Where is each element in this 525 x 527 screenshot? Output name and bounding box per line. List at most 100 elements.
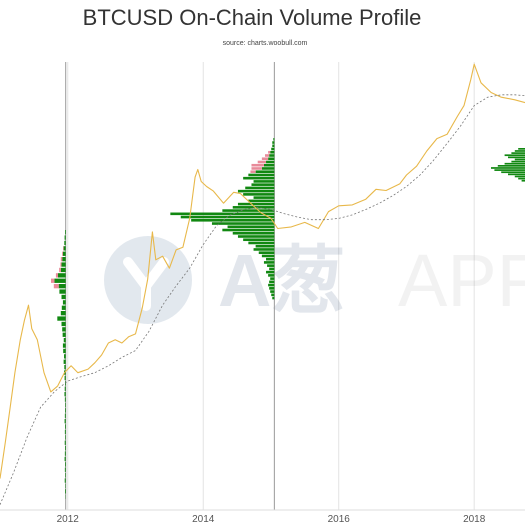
volume-bar: [269, 287, 275, 290]
volume-bar-high: [55, 273, 59, 278]
volume-bar: [64, 440, 66, 445]
volume-bar: [253, 180, 275, 183]
volume-bar: [62, 332, 66, 337]
volume-bar: [65, 462, 66, 467]
volume-bar: [65, 435, 66, 440]
volume-bar: [54, 278, 66, 283]
volume-bar: [63, 338, 66, 343]
volume-bar: [251, 183, 275, 186]
volume-bar: [504, 154, 525, 157]
chart-title: BTCUSD On-Chain Volume Profile: [83, 5, 422, 30]
volume-bar: [237, 202, 275, 206]
volume-bar: [255, 244, 275, 248]
volume-bar: [64, 386, 66, 391]
volume-bar: [65, 424, 66, 429]
volume-bar: [61, 321, 66, 327]
price-line: [0, 63, 525, 479]
volume-bar-high: [268, 150, 271, 154]
volume-bar: [64, 235, 66, 240]
volume-bar: [65, 408, 66, 413]
volume-bar-high: [62, 251, 63, 256]
volume-bar: [272, 144, 275, 148]
volume-bar: [60, 311, 66, 316]
volume-bar: [268, 283, 275, 287]
price-series: [0, 63, 525, 505]
volume-bar: [272, 296, 275, 300]
volume-bar: [273, 138, 275, 141]
volume-bar: [62, 343, 66, 348]
volume-bar: [65, 473, 66, 478]
volume-bar: [508, 156, 525, 159]
volume-bar: [232, 231, 275, 235]
volume-bar: [269, 280, 275, 284]
volume-bar: [261, 254, 275, 258]
volume-bar: [243, 193, 275, 196]
volume-bar: [64, 240, 66, 246]
volume-bar: [61, 305, 66, 310]
x-tick-label: 2018: [463, 514, 486, 525]
volume-bar-high: [250, 170, 256, 173]
volume-bar: [255, 170, 275, 173]
volume-bar: [64, 392, 66, 397]
volume-bar: [65, 489, 66, 494]
volume-bar: [497, 165, 525, 167]
volume-bar-high: [251, 163, 264, 167]
volume-bar: [266, 160, 275, 164]
volume-bar-high: [51, 278, 55, 283]
volume-bar: [521, 179, 525, 182]
watermark: A葱 APP: [104, 236, 525, 324]
volume-bar: [271, 293, 275, 297]
volume-bar: [60, 267, 66, 273]
volume-bar: [61, 294, 66, 300]
watermark-text-en: APP: [398, 239, 525, 322]
volume-bar-high: [264, 154, 270, 157]
volume-bar: [222, 209, 275, 212]
volume-bar: [243, 176, 275, 180]
volume-bar: [263, 163, 275, 167]
volume-bar: [268, 157, 275, 161]
x-tick-label: 2012: [57, 514, 80, 525]
volume-bar: [243, 238, 275, 242]
volume-bar: [64, 419, 66, 424]
volume-bar: [211, 222, 275, 225]
volume-bar: [63, 246, 66, 251]
volume-bar: [261, 167, 275, 170]
volume-bar: [64, 365, 66, 370]
volume-bar: [270, 277, 275, 280]
volume-bar: [518, 148, 525, 150]
volume-bar: [270, 150, 275, 154]
x-tick-label: 2016: [328, 514, 351, 525]
volume-bar-high: [257, 160, 267, 164]
volume-bar: [61, 262, 66, 267]
volume-bar: [64, 413, 66, 418]
x-axis: 2012 2014 2016 2018: [0, 509, 525, 525]
volume-bar: [64, 451, 66, 456]
chart-subtitle: source: charts.woobull.com: [223, 40, 308, 47]
volume-bar: [62, 251, 66, 256]
x-tick-label: 2014: [192, 514, 215, 525]
volume-bar: [65, 446, 66, 451]
grid-layer: [67, 62, 475, 510]
volume-bar: [227, 225, 275, 229]
volume-bar: [270, 290, 275, 293]
volume-bar: [64, 429, 66, 435]
volume-bar: [248, 241, 275, 245]
volume-bar: [518, 177, 525, 180]
volume-bar: [62, 300, 66, 305]
volume-bar: [170, 212, 275, 216]
volume-bar: [64, 478, 66, 483]
volume-bar: [266, 270, 275, 274]
volume-bar: [514, 150, 525, 152]
volume-bar: [65, 230, 66, 235]
volume-bar: [222, 228, 275, 232]
volume-bar: [258, 251, 275, 254]
volume-bar: [64, 397, 66, 402]
volume-bar: [253, 196, 275, 199]
volume-bar: [248, 173, 275, 177]
volume-bar: [245, 186, 275, 190]
volume-bar: [191, 219, 275, 222]
volume-bar: [64, 375, 66, 381]
volume-bar-high: [60, 262, 62, 267]
volume-bar: [271, 147, 275, 151]
